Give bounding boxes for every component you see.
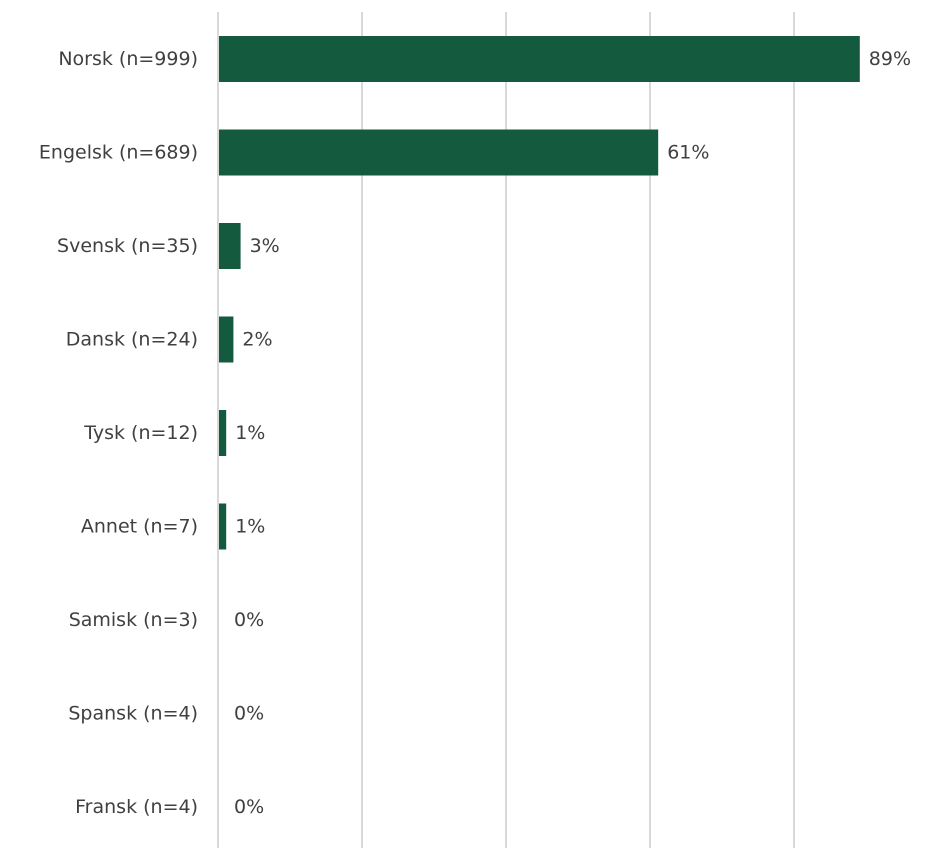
value-label: 0%: [234, 703, 264, 725]
value-label: 61%: [667, 142, 709, 164]
category-label: Dansk (n=24): [66, 329, 198, 351]
value-label: 1%: [235, 422, 265, 444]
bar: [219, 36, 860, 82]
category-label: Spansk (n=4): [68, 703, 198, 725]
value-label: 0%: [234, 796, 264, 818]
bar: [219, 130, 658, 176]
category-label: Annet (n=7): [81, 516, 198, 538]
bar: [219, 410, 226, 456]
bar: [219, 317, 233, 363]
category-labels: Norsk (n=999) Engelsk (n=689) Svensk (n=35…: [39, 48, 198, 818]
category-label: Fransk (n=4): [75, 796, 198, 818]
category-label: Samisk (n=3): [69, 609, 198, 631]
value-label: 2%: [242, 329, 272, 351]
category-label: Engelsk (n=689): [39, 142, 198, 164]
value-label: 1%: [235, 516, 265, 538]
bar: [219, 504, 226, 550]
bar: [219, 223, 241, 269]
value-label: 0%: [234, 609, 264, 631]
category-label: Svensk (n=35): [57, 235, 198, 257]
bars: [219, 36, 860, 550]
value-label: 3%: [250, 235, 280, 257]
category-label: Norsk (n=999): [58, 48, 198, 70]
category-label: Tysk (n=12): [83, 422, 198, 444]
value-label: 89%: [869, 48, 911, 70]
